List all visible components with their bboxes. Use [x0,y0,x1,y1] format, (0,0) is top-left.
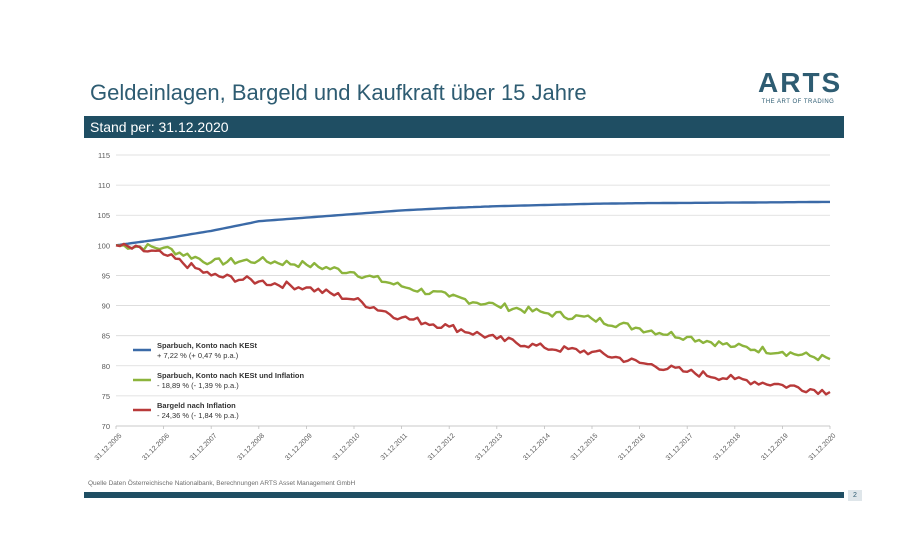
x-tick-label: 31.12.2011 [380,432,409,461]
x-tick-label: 31.12.2005 [94,432,124,462]
y-axis-tick-labels: 70 75 80 85 90 95 100 105 110 115 [97,151,110,431]
arts-logo: ARTS THE ART OF TRADING [758,67,843,106]
chart-series-lines [115,200,831,396]
y-tick-label: 115 [98,151,110,160]
y-tick-label: 95 [102,271,110,280]
chart-gridlines [115,154,831,429]
legend-sublabel: + 7,22 % (+ 0,47 % p.a.) [157,351,239,360]
y-tick-label: 110 [98,181,110,190]
x-tick-label: 31.12.2009 [284,432,314,462]
y-tick-label: 85 [102,332,110,341]
page-number: 2 [848,490,862,501]
x-tick-label: 31.12.2016 [617,432,647,462]
y-tick-label: 100 [97,241,110,250]
legend-label: Sparbuch, Konto nach KESt und Inflation [157,371,304,380]
y-tick-label: 105 [97,211,110,220]
series-line-2 [115,242,831,362]
y-tick-label: 75 [102,392,110,401]
x-tick-label: 31.12.2007 [189,432,219,462]
slide-title: Geldeinlagen, Bargeld und Kaufkraft über… [90,80,587,105]
series-line-3 [115,242,831,396]
subtitle-band-text: Stand per: 31.12.2020 [90,119,229,135]
logo-tagline: THE ART OF TRADING [761,99,835,105]
x-tick-label: 31.12.2013 [474,432,504,462]
x-axis-tick-labels: 31.12.2005 31.12.2006 31.12.2007 31.12.2008… [94,432,838,462]
x-tick-label: 31.12.2018 [712,432,742,462]
x-tick-label: 31.12.2012 [427,432,457,462]
y-tick-label: 70 [102,422,110,431]
x-tick-label: 31.12.2006 [141,432,171,462]
subtitle-band: Stand per: 31.12.2020 [84,116,844,138]
x-tick-label: 31.12.2017 [665,432,695,462]
x-tick-label: 31.12.2014 [522,432,552,462]
x-tick-label: 31.12.2019 [760,432,790,462]
legend-sublabel: - 18,89 % (- 1,39 % p.a.) [157,381,239,390]
x-tick-label: 31.12.2010 [332,432,362,462]
footer-bar [84,492,844,498]
x-tick-label: 31.12.2008 [236,432,266,462]
x-tick-label: 31.12.2020 [808,432,838,462]
chart-legend: Sparbuch, Konto nach KESt+ 7,22 % (+ 0,4… [133,341,304,420]
legend-sublabel: - 24,36 % (- 1,84 % p.a.) [157,411,239,420]
series-line-1 [115,200,830,247]
legend-label: Bargeld nach Inflation [157,401,236,410]
source-note: Quelle Daten Österreichische Nationalban… [88,480,356,487]
y-tick-label: 90 [102,302,110,311]
logo-wordmark: ARTS [758,67,843,98]
x-tick-label: 31.12.2015 [570,432,600,462]
y-tick-label: 80 [102,362,110,371]
legend-label: Sparbuch, Konto nach KESt [157,341,258,350]
